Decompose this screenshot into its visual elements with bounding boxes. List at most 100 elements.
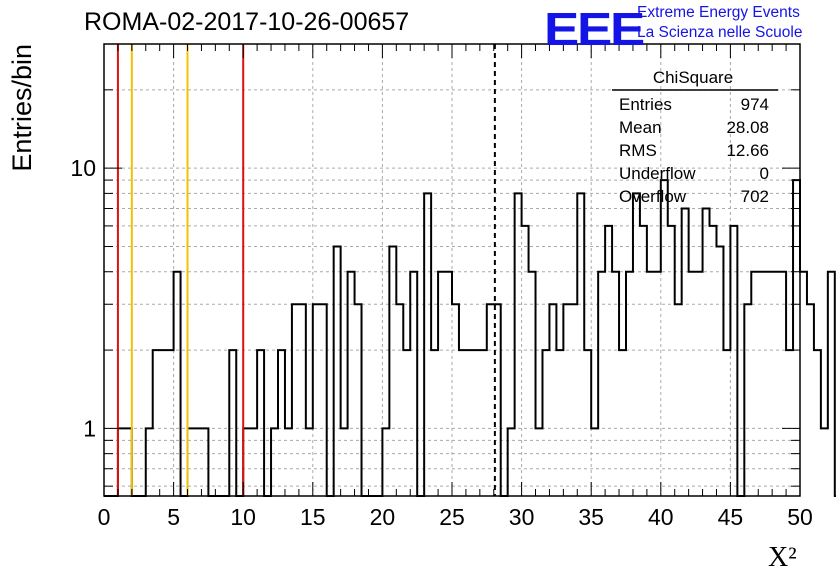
histogram-bin	[563, 304, 570, 496]
histogram-bin	[515, 193, 522, 496]
histogram-bin	[751, 272, 758, 496]
histogram-bin	[821, 428, 828, 496]
histogram-bin	[167, 350, 174, 496]
histogram-bin	[229, 350, 236, 496]
histogram-bin	[278, 350, 285, 496]
histogram-bin	[723, 350, 730, 496]
histogram-bin	[647, 272, 654, 496]
chart-title: ROMA-02-2017-10-26-00657	[84, 8, 410, 36]
x-tick-label: 30	[509, 504, 535, 530]
histogram-bin	[153, 350, 160, 496]
histogram-bin	[710, 226, 717, 496]
eee-logo: EEE	[544, 3, 645, 55]
histogram-bin	[466, 350, 473, 496]
histogram-bin	[577, 193, 584, 496]
x-axis-label: X²	[768, 542, 797, 572]
histogram-bin	[661, 180, 668, 496]
x-tick-label: 45	[718, 504, 744, 530]
histogram-bin	[765, 272, 772, 496]
histogram-bin	[459, 350, 466, 496]
x-tick-label: 35	[578, 504, 604, 530]
histogram-bin	[828, 272, 835, 496]
histogram-bin	[807, 304, 814, 496]
histogram-bin	[389, 247, 396, 496]
logo-subtitle-line1: Extreme Energy Events	[637, 4, 800, 21]
histogram-bin	[772, 272, 779, 496]
x-tick-label: 0	[98, 504, 111, 530]
histogram-bin	[487, 304, 494, 496]
histogram-bin	[438, 272, 445, 496]
histogram-bin	[612, 272, 619, 496]
stats-row-value: 28.08	[726, 118, 769, 137]
histogram-bin	[654, 272, 661, 496]
x-tick-label: 20	[370, 504, 396, 530]
histogram-bin	[549, 304, 556, 496]
histogram-bin	[758, 272, 765, 496]
histogram-bin	[334, 247, 341, 496]
stats-row-label: RMS	[619, 141, 657, 160]
histogram-bin	[174, 272, 181, 496]
histogram-bin	[800, 272, 807, 496]
histogram-bin	[570, 304, 577, 496]
stats-row-label: Mean	[619, 118, 662, 137]
histogram-bin	[529, 272, 536, 496]
histogram-bin	[716, 247, 723, 496]
x-tick-label: 10	[230, 504, 256, 530]
histogram-bin	[730, 226, 737, 496]
histogram-bin	[473, 350, 480, 496]
stats-row-value: 0	[760, 164, 769, 183]
histogram-bin	[814, 350, 821, 496]
histogram-bin	[633, 193, 640, 496]
stats-row-label: Entries	[619, 95, 672, 114]
histogram-bin	[682, 208, 689, 496]
histogram-bin	[793, 180, 800, 496]
histogram-bin	[668, 226, 675, 496]
histogram-bin	[355, 304, 362, 496]
stats-box-title: ChiSquare	[653, 68, 733, 87]
histogram-bin	[445, 272, 452, 496]
x-tick-label: 25	[439, 504, 465, 530]
histogram-bin	[292, 304, 299, 496]
histogram-bin	[556, 350, 563, 496]
histogram-bin	[257, 350, 264, 496]
y-tick-label: 1	[83, 415, 96, 441]
logo-subtitle-line2: La Scienza nelle Scuole	[637, 24, 803, 41]
histogram-bin	[584, 350, 591, 496]
histogram-bin	[160, 350, 167, 496]
stats-row-value: 702	[741, 187, 769, 206]
histogram-bin	[348, 272, 355, 496]
histogram-bin	[542, 350, 549, 496]
histogram-bin	[626, 272, 633, 496]
histogram-bin	[779, 272, 786, 496]
y-axis-label: Entries/bin	[7, 44, 37, 172]
x-tick-label: 15	[300, 504, 326, 530]
histogram-bin	[640, 226, 647, 496]
histogram-bin	[605, 226, 612, 496]
stats-row-label: Overflow	[619, 187, 687, 206]
stats-row-label: Underflow	[619, 164, 696, 183]
histogram-bin	[619, 350, 626, 496]
x-tick-label: 40	[648, 504, 674, 530]
x-tick-label: 50	[787, 504, 813, 530]
histogram-bin	[786, 350, 793, 496]
histogram-bin	[696, 272, 703, 496]
histogram-bin	[320, 304, 327, 496]
histogram-bin	[480, 350, 487, 496]
histogram-bin	[703, 208, 710, 496]
histogram-bin	[313, 304, 320, 496]
histogram-bin	[689, 272, 696, 496]
stats-row-value: 12.66	[726, 141, 769, 160]
histogram-bin	[431, 350, 438, 496]
x-tick-label: 5	[167, 504, 180, 530]
histogram-bin	[396, 304, 403, 496]
histogram-bin	[452, 304, 459, 496]
histogram-bin	[598, 272, 605, 496]
histogram-outline	[104, 179, 836, 497]
histogram-bin	[410, 272, 417, 496]
histogram-bin	[522, 226, 529, 496]
histogram-bin	[424, 193, 431, 496]
histogram-bin	[744, 304, 751, 496]
stats-row-value: 974	[741, 95, 769, 114]
histogram-bin	[403, 350, 410, 496]
